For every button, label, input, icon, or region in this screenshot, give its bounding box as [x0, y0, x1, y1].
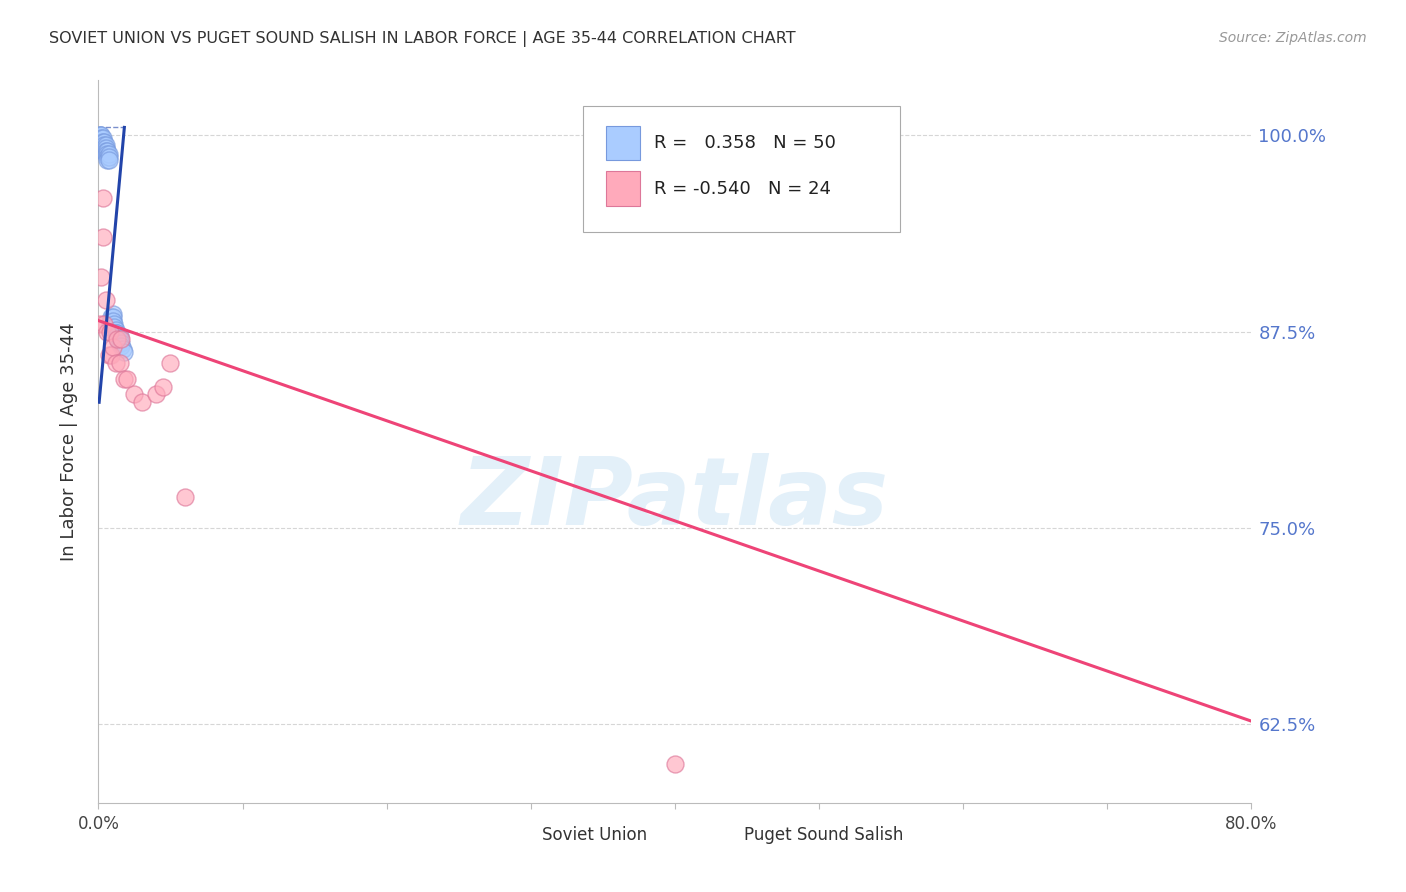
- Point: [90, 269, 112, 284]
- Point: [93, 317, 115, 331]
- Point: [100, 348, 122, 362]
- Point: [91, 230, 114, 244]
- Point: [112, 345, 135, 359]
- Text: SOVIET UNION VS PUGET SOUND SALISH IN LABOR FORCE | AGE 35-44 CORRELATION CHART: SOVIET UNION VS PUGET SOUND SALISH IN LA…: [49, 31, 796, 47]
- Point: [101, 313, 124, 327]
- Point: [101, 307, 124, 321]
- Point: [105, 326, 128, 340]
- Point: [94, 144, 117, 158]
- Text: Soviet Union: Soviet Union: [543, 826, 647, 845]
- Bar: [710, 824, 735, 847]
- Point: [98, 319, 121, 334]
- Point: [124, 387, 146, 401]
- Point: [90, 131, 112, 145]
- Point: [94, 147, 117, 161]
- Point: [159, 356, 181, 370]
- Point: [108, 356, 131, 370]
- Point: [98, 325, 121, 339]
- Point: [96, 325, 118, 339]
- Point: [90, 135, 112, 149]
- Point: [91, 191, 114, 205]
- Point: [98, 317, 121, 331]
- Point: [96, 150, 118, 164]
- Point: [97, 147, 120, 161]
- Point: [101, 310, 124, 325]
- Bar: [508, 824, 533, 847]
- Point: [131, 395, 153, 409]
- Text: R = -0.540   N = 24: R = -0.540 N = 24: [654, 179, 831, 198]
- Point: [96, 153, 118, 168]
- Point: [90, 137, 112, 152]
- Point: [103, 319, 125, 334]
- Point: [94, 137, 117, 152]
- Point: [91, 141, 114, 155]
- Point: [110, 333, 132, 347]
- Point: [100, 313, 122, 327]
- Point: [111, 342, 134, 356]
- Point: [97, 150, 120, 164]
- Point: [145, 387, 167, 401]
- Point: [91, 131, 114, 145]
- Point: [89, 128, 111, 143]
- Point: [91, 144, 114, 158]
- Point: [112, 372, 135, 386]
- Point: [91, 137, 114, 152]
- Point: [97, 348, 120, 362]
- Point: [97, 153, 120, 168]
- Point: [174, 490, 197, 504]
- Text: Source: ZipAtlas.com: Source: ZipAtlas.com: [1219, 31, 1367, 45]
- FancyBboxPatch shape: [582, 105, 900, 232]
- Point: [104, 323, 127, 337]
- Point: [105, 329, 128, 343]
- Bar: [606, 171, 640, 206]
- Point: [108, 329, 131, 343]
- Point: [664, 756, 686, 771]
- Point: [110, 335, 132, 350]
- Text: R =   0.358   N = 50: R = 0.358 N = 50: [654, 134, 837, 153]
- Point: [96, 147, 118, 161]
- Point: [93, 141, 115, 155]
- Point: [105, 333, 128, 347]
- Point: [90, 128, 112, 143]
- Point: [98, 313, 121, 327]
- Point: [94, 141, 117, 155]
- Point: [107, 333, 129, 347]
- Point: [89, 136, 111, 150]
- Point: [96, 144, 118, 158]
- Point: [152, 379, 174, 393]
- Point: [89, 128, 111, 143]
- Point: [110, 339, 132, 353]
- Point: [91, 135, 114, 149]
- Bar: [606, 126, 640, 161]
- Point: [117, 372, 139, 386]
- Point: [94, 293, 117, 308]
- Y-axis label: In Labor Force | Age 35-44: In Labor Force | Age 35-44: [59, 322, 77, 561]
- Point: [104, 356, 127, 370]
- Point: [93, 137, 115, 152]
- Point: [108, 333, 131, 347]
- Point: [90, 141, 112, 155]
- Text: ZIPatlas: ZIPatlas: [461, 453, 889, 545]
- Point: [107, 335, 129, 350]
- Text: Puget Sound Salish: Puget Sound Salish: [744, 826, 904, 845]
- Point: [100, 310, 122, 325]
- Point: [104, 326, 127, 340]
- Point: [89, 317, 111, 331]
- Point: [93, 144, 115, 158]
- Point: [93, 135, 115, 149]
- Point: [101, 340, 124, 354]
- Point: [103, 317, 125, 331]
